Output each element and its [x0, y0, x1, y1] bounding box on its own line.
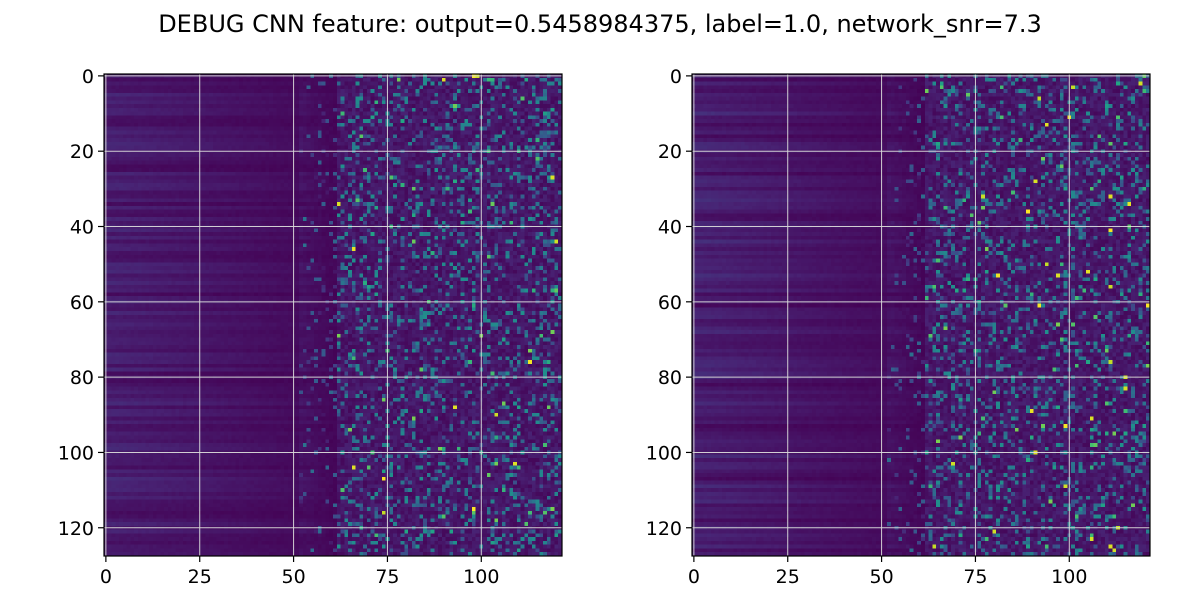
heatmap-image-2: [692, 74, 1150, 556]
y-tick-label-1-1: 0: [82, 66, 94, 88]
plot-frame-1: [103, 73, 563, 557]
y-tick-label-1-7: 120: [58, 518, 94, 540]
heatmap-panels: 0 25 50 75 100 0 20 40 60 80 100 120 0 25 50 75 100 0 20 40…: [58, 66, 1151, 588]
y-tick-label-2-7: 120: [646, 518, 682, 540]
y-tick-label-2-5: 80: [658, 367, 682, 389]
y-tick-label-2-6: 100: [646, 442, 682, 464]
x-tick-label-2-4: 75: [963, 566, 987, 588]
y-tick-label-1-4: 60: [70, 292, 94, 314]
y-tick-label-1-5: 80: [70, 367, 94, 389]
y-tick-label-2-2: 20: [658, 141, 682, 163]
x-tick-label-1-4: 75: [375, 566, 399, 588]
x-tick-label-1-1: 0: [100, 566, 112, 588]
heatmap-panel-1: 0 25 50 75 100 0 20 40 60 80 100 120: [58, 66, 563, 588]
y-tick-label-1-6: 100: [58, 442, 94, 464]
x-tick-label-1-2: 25: [188, 566, 212, 588]
x-tick-label-2-1: 0: [688, 566, 700, 588]
y-tick-label-1-2: 20: [70, 141, 94, 163]
x-tick-label-2-5: 100: [1051, 566, 1087, 588]
x-tick-label-1-5: 100: [463, 566, 499, 588]
heatmap-image-1: [104, 74, 562, 556]
y-tick-label-1-3: 40: [70, 217, 94, 239]
chart-title: DEBUG CNN feature: output=0.5458984375, …: [158, 10, 1042, 38]
x-tick-label-2-2: 25: [776, 566, 800, 588]
heatmap-panel-2: 0 25 50 75 100 0 20 40 60 80 100 120: [646, 66, 1151, 588]
x-tick-label-1-3: 50: [281, 566, 305, 588]
plot-frame-2: [691, 73, 1151, 557]
y-tick-label-2-4: 60: [658, 292, 682, 314]
y-tick-label-2-1: 0: [670, 66, 682, 88]
y-tick-label-2-3: 40: [658, 217, 682, 239]
x-tick-label-2-3: 50: [869, 566, 893, 588]
